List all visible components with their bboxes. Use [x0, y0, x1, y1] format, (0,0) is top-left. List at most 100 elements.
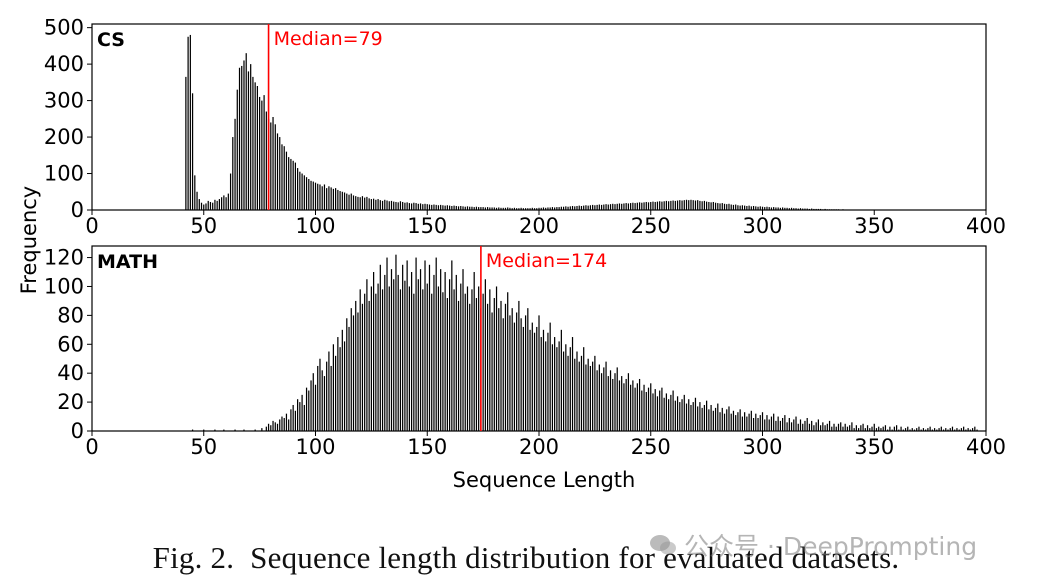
- bar: [594, 205, 596, 210]
- bar: [607, 204, 609, 210]
- bar: [623, 203, 625, 210]
- bar: [328, 186, 330, 210]
- bar: [701, 201, 703, 210]
- bar: [683, 200, 685, 210]
- bar: [607, 376, 609, 431]
- bar: [361, 303, 364, 431]
- bar: [656, 201, 659, 210]
- bar: [703, 200, 706, 210]
- bar: [755, 413, 757, 431]
- bar: [513, 322, 516, 431]
- bar: [527, 208, 529, 210]
- bar: [779, 207, 781, 210]
- y-tick-label: 300: [44, 89, 84, 113]
- bar: [940, 426, 942, 431]
- bar: [482, 293, 484, 431]
- bar: [659, 201, 661, 210]
- bar: [509, 207, 511, 210]
- bar: [712, 410, 714, 431]
- bar: [274, 422, 276, 431]
- bar: [580, 205, 583, 210]
- bar: [299, 402, 301, 431]
- bar: [795, 208, 797, 210]
- bar: [341, 329, 343, 431]
- bar: [710, 202, 712, 210]
- bar: [567, 355, 569, 431]
- bar: [594, 355, 596, 431]
- bar: [466, 286, 469, 431]
- bar: [542, 329, 545, 431]
- bar: [737, 412, 739, 431]
- figure-caption: Fig. 2. Sequence length distribution for …: [0, 540, 1052, 576]
- x-tick-label: 250: [631, 435, 671, 459]
- bar: [500, 207, 502, 210]
- bar: [609, 204, 612, 210]
- bar: [583, 347, 585, 431]
- bar: [726, 204, 728, 210]
- x-tick-label: 0: [85, 435, 98, 459]
- bar: [424, 203, 426, 210]
- bar: [668, 399, 670, 431]
- bar: [489, 289, 491, 431]
- bar: [352, 195, 355, 210]
- panel-label: CS: [97, 29, 125, 51]
- bar: [308, 390, 310, 431]
- bar: [755, 206, 757, 210]
- bar: [417, 279, 419, 431]
- bar: [974, 426, 976, 431]
- bar: [750, 410, 752, 431]
- bar: [281, 416, 283, 431]
- bar: [788, 417, 790, 431]
- bar: [766, 415, 768, 431]
- bar: [446, 205, 448, 210]
- bar: [683, 394, 685, 431]
- bar: [811, 420, 813, 431]
- bar: [417, 203, 419, 210]
- bar: [415, 257, 417, 431]
- bar: [976, 429, 978, 431]
- bar: [627, 203, 630, 210]
- bar: [335, 355, 337, 431]
- bar: [504, 207, 507, 210]
- bar: [462, 206, 464, 210]
- bar: [471, 289, 473, 431]
- bar: [431, 204, 433, 210]
- bar: [314, 182, 317, 210]
- bar: [598, 204, 600, 210]
- bar: [790, 422, 793, 431]
- bar: [270, 122, 272, 210]
- bar: [650, 383, 652, 431]
- y-tick-label: 0: [71, 419, 84, 443]
- bar: [203, 429, 205, 431]
- bar: [719, 203, 721, 210]
- bar: [652, 201, 654, 210]
- bar: [250, 64, 252, 211]
- bar: [272, 117, 274, 210]
- y-tick-label: 120: [44, 246, 84, 270]
- bar: [442, 205, 444, 210]
- bar: [656, 396, 659, 431]
- bar: [397, 274, 399, 431]
- bar: [189, 34, 191, 210]
- bar: [933, 428, 936, 431]
- bar: [862, 423, 864, 431]
- bar: [793, 208, 795, 210]
- bar: [384, 199, 386, 210]
- bar: [504, 303, 507, 431]
- bar: [547, 332, 549, 431]
- bar: [947, 429, 949, 431]
- bar: [424, 260, 426, 431]
- bar: [388, 201, 390, 210]
- bar: [261, 428, 263, 431]
- bar: [437, 286, 440, 431]
- bar: [326, 188, 328, 210]
- bar: [529, 208, 531, 210]
- bar: [259, 96, 261, 210]
- bar: [786, 207, 788, 210]
- bar: [466, 206, 469, 210]
- bar: [261, 100, 263, 210]
- bar: [748, 413, 750, 431]
- bar: [623, 383, 625, 431]
- bar: [540, 337, 542, 431]
- bar: [368, 198, 370, 210]
